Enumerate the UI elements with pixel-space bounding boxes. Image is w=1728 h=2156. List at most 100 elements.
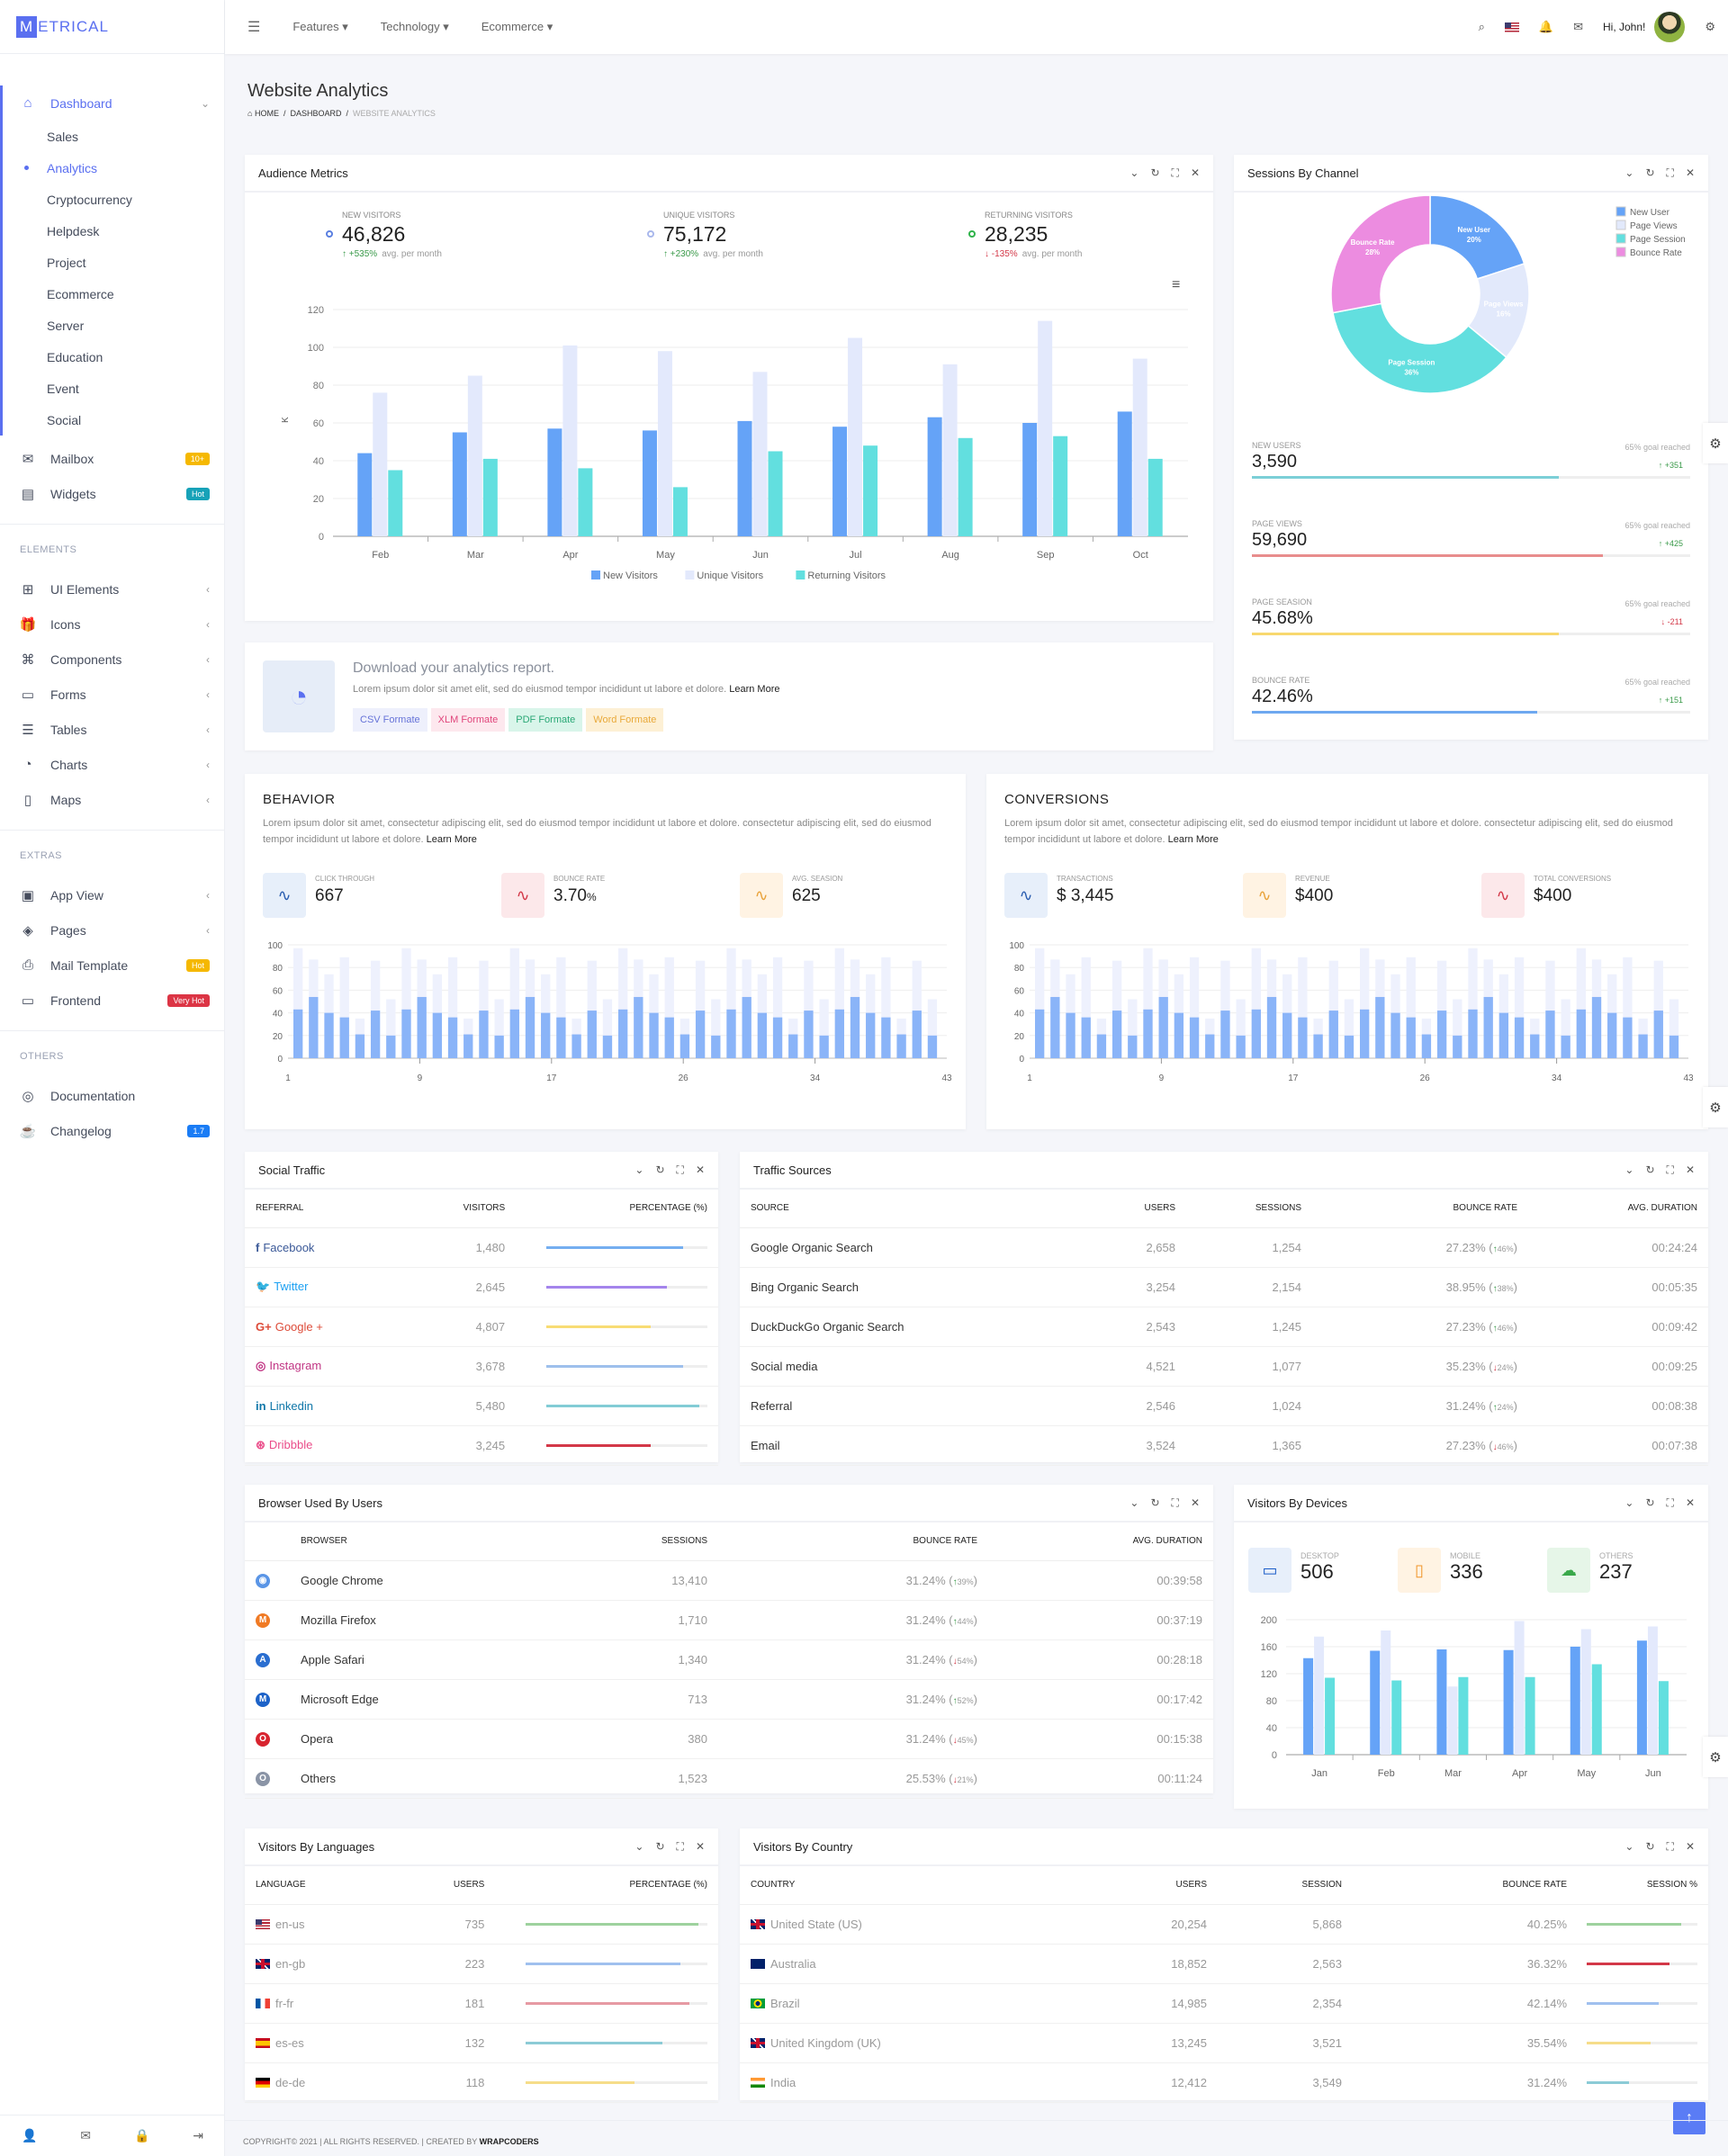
sidebar-subitem-helpdesk[interactable]: Helpdesk [3,215,224,247]
sidebar-subitem-event[interactable]: Event [3,373,224,404]
us-flag-icon[interactable] [1504,22,1519,32]
sidebar-subitem-cryptocurrency[interactable]: Cryptocurrency [3,184,224,215]
table-row[interactable]: G+ Google + 4,807 [245,1307,718,1347]
maximize-icon[interactable]: ⛶ [676,1839,684,1853]
breadcrumb-home[interactable]: HOME [254,109,279,118]
sidebar-item-charts[interactable]: ◔ Charts ‹ [0,747,224,782]
table-row[interactable]: es-es 132 [245,2023,718,2063]
table-row[interactable]: M Mozilla Firefox 1,710 31.24% (↑44%) 00:37:… [245,1600,1213,1640]
legend-entry[interactable]: Unique Visitors [697,570,763,581]
chevron-down-icon[interactable]: ⌄ [1624,1496,1634,1509]
maximize-icon[interactable]: ⛶ [1171,166,1179,179]
maximize-icon[interactable]: ⛶ [676,1163,684,1176]
chart-menu-icon[interactable]: ≡ [1172,277,1181,292]
legend-entry[interactable]: New User [1630,208,1670,218]
avatar[interactable] [1654,12,1686,42]
close-icon[interactable]: ✕ [695,1839,705,1853]
table-row[interactable]: Email 3,524 1,365 27.23% (↓46%) 00:07:38 [740,1425,1708,1466]
table-row[interactable]: en-gb 223 [245,1944,718,1984]
breadcrumb-dashboard[interactable]: DASHBOARD [290,109,342,118]
envelope-icon[interactable]: ✉ [1573,20,1583,33]
close-icon[interactable]: ✕ [695,1163,705,1176]
sidebar-item-documentation[interactable]: ◎ Documentation [0,1078,224,1113]
close-icon[interactable]: ✕ [1685,1496,1695,1509]
table-row[interactable]: Referral 2,546 1,024 31.24% (↑24%) 00:08:38 [740,1386,1708,1426]
close-icon[interactable]: ✕ [1685,166,1695,179]
table-row[interactable]: DuckDuckGo Organic Search 2,543 1,245 27.23… [740,1307,1708,1347]
bell-icon[interactable]: 🔔 [1538,20,1554,33]
table-row[interactable]: ⊛ Dribbble 3,245 [245,1425,718,1466]
sidebar-item-tables[interactable]: ☰ Tables ‹ [0,712,224,747]
table-row[interactable]: f Facebook 1,480 [245,1227,718,1268]
sidebar-item-widgets[interactable]: ▤ Widgets Hot [0,476,224,511]
refresh-icon[interactable]: ↻ [1150,166,1160,179]
table-row[interactable]: A Apple Safari 1,340 31.24% (↓54%) 00:28:18 [245,1639,1213,1680]
sidebar-subitem-project[interactable]: Project [3,247,224,278]
chevron-down-icon[interactable]: ⌄ [1130,166,1139,179]
table-row[interactable]: India 12,412 3,549 31.24% [740,2062,1708,2103]
table-row[interactable]: O Others 1,523 25.53% (↓21%) 00:11:24 [245,1758,1213,1799]
table-row[interactable]: M Microsoft Edge 713 31.24% (↑52%) 00:17:42 [245,1679,1213,1720]
sidebar-item-dashboard[interactable]: ⌂ Dashboard ⌄ [3,85,224,121]
settings-gear-button[interactable]: ⚙ [1703,1737,1728,1777]
learn-more-link[interactable]: Learn More [426,834,477,845]
maximize-icon[interactable]: ⛶ [1666,166,1674,179]
close-icon[interactable]: ✕ [1685,1839,1695,1853]
chevron-down-icon[interactable]: ⌄ [634,1839,644,1853]
table-row[interactable]: 🐦 Twitter 2,645 [245,1267,718,1307]
logout-icon[interactable]: ⇥ [193,2128,204,2143]
legend-entry[interactable]: Page Views [1630,221,1678,231]
format-button-csv[interactable]: CSV Formate [353,708,428,732]
refresh-icon[interactable]: ↻ [1645,1839,1655,1853]
table-row[interactable]: fr-fr 181 [245,1983,718,2024]
close-icon[interactable]: ✕ [1685,1163,1695,1176]
lock-icon[interactable]: 🔒 [133,2128,150,2143]
chevron-down-icon[interactable]: ⌄ [1624,166,1634,179]
sidebar-item-frontend[interactable]: ▭ Frontend Very Hot [0,983,224,1018]
legend-entry[interactable]: Page Session [1630,235,1686,245]
sidebar-item-icons[interactable]: 🎁 Icons ‹ [0,606,224,642]
sidebar-subitem-social[interactable]: Social [3,404,224,436]
learn-more-link[interactable]: Learn More [1167,834,1219,845]
sidebar-item-pages[interactable]: ◈ Pages ‹ [0,912,224,948]
legend-entry[interactable]: Returning Visitors [807,570,886,581]
table-row[interactable]: ◉ Google Chrome 13,410 31.24% (↑39%) 00:39:5… [245,1560,1213,1601]
sidebar-item-maps[interactable]: ▯ Maps ‹ [0,782,224,817]
table-row[interactable]: en-us 735 [245,1904,718,1945]
sidebar-item-app-view[interactable]: ▣ App View ‹ [0,877,224,912]
close-icon[interactable]: ✕ [1190,166,1200,179]
chevron-down-icon[interactable]: ⌄ [1130,1496,1139,1509]
nav-features[interactable]: Features ▾ [292,20,348,33]
format-button-pdf[interactable]: PDF Formate [508,708,583,732]
search-icon[interactable]: ⌕ [1478,20,1485,33]
refresh-icon[interactable]: ↻ [1150,1496,1160,1509]
nav-ecommerce[interactable]: Ecommerce ▾ [481,20,554,33]
table-row[interactable]: O Opera 380 31.24% (↓45%) 00:15:38 [245,1719,1213,1759]
sidebar-item-mailbox[interactable]: ✉ Mailbox 10+ [0,441,224,476]
maximize-icon[interactable]: ⛶ [1171,1496,1179,1509]
chevron-down-icon[interactable]: ⌄ [1624,1163,1634,1176]
footer-brand-link[interactable]: WRAPCODERS [479,2137,539,2146]
chevron-down-icon[interactable]: ⌄ [1624,1839,1634,1853]
gear-icon[interactable]: ⚙ [1705,20,1715,33]
table-row[interactable]: ◎ Instagram 3,678 [245,1346,718,1387]
sidebar-subitem-sales[interactable]: Sales [3,121,224,152]
format-button-xlm[interactable]: XLM Formate [430,708,506,732]
nav-technology[interactable]: Technology ▾ [380,20,449,33]
sidebar-item-components[interactable]: ⌘ Components ‹ [0,642,224,677]
table-row[interactable]: in Linkedin 5,480 [245,1386,718,1426]
learn-more-link[interactable]: Learn More [729,684,780,695]
format-button-word[interactable]: Word Formate [586,708,664,732]
hamburger-menu-icon[interactable]: ☰ [248,20,261,35]
sidebar-subitem-ecommerce[interactable]: Ecommerce [3,278,224,310]
user-icon[interactable]: 👤 [21,2128,38,2143]
scroll-to-top-button[interactable]: ↑ [1673,2102,1706,2134]
refresh-icon[interactable]: ↻ [655,1839,665,1853]
sidebar-item-forms[interactable]: ▭ Forms ‹ [0,677,224,712]
mail-icon[interactable]: ✉ [80,2128,92,2143]
legend-entry[interactable]: New Visitors [603,570,658,581]
close-icon[interactable]: ✕ [1190,1496,1200,1509]
table-row[interactable]: Social media 4,521 1,077 35.23% (↓24%) 00:09… [740,1346,1708,1387]
maximize-icon[interactable]: ⛶ [1666,1163,1674,1176]
sidebar-subitem-education[interactable]: Education [3,341,224,373]
